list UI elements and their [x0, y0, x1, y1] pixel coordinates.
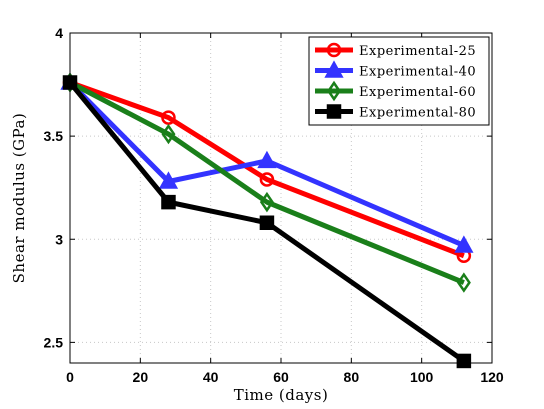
- legend-marker-diamond: [326, 80, 342, 102]
- series-line: [68, 80, 466, 363]
- x-tick-label: 100: [410, 369, 434, 385]
- series-line: [68, 80, 465, 285]
- data-point-diamond: [456, 272, 471, 293]
- data-point-square: [456, 353, 472, 369]
- x-tick-label: 20: [133, 369, 149, 385]
- y-tick-label: 2.5: [44, 334, 64, 350]
- y-axis-label: Shear modulus (GPa): [10, 113, 28, 284]
- legend-item: Experimental-60: [315, 80, 476, 102]
- data-point-triangle: [158, 171, 179, 189]
- ticks: 0 20 40 60 80 100 120 2.5 3 3.5 4: [44, 25, 504, 385]
- series-line: [69, 80, 465, 259]
- legend-item: Experimental-80: [315, 104, 476, 121]
- legend-marker-circle: [326, 42, 342, 58]
- y-tick-label: 3.5: [44, 128, 64, 144]
- legend-marker-triangle: [324, 60, 344, 78]
- data-point-square: [259, 215, 275, 230]
- data-point-triangle: [257, 150, 277, 169]
- series-line: [68, 80, 465, 248]
- legend-label: Experimental-60: [359, 85, 476, 100]
- data-point-triangle: [454, 235, 474, 253]
- data-point-diamond: [161, 123, 176, 145]
- series-layer: [60, 72, 474, 369]
- legend-marker-square: [326, 104, 342, 119]
- data-point-square: [161, 194, 176, 210]
- legend-item: Experimental-40: [315, 60, 476, 80]
- x-tick-label: 0: [66, 369, 74, 385]
- legend-label: Experimental-25: [359, 44, 476, 59]
- x-axis-label: Time (days): [234, 386, 329, 404]
- x-tick-label: 40: [203, 369, 219, 385]
- data-point-diamond: [259, 191, 274, 213]
- data-point-circle: [161, 110, 176, 125]
- legend: Experimental-25 Experimental-40 Experiment…: [308, 36, 490, 126]
- data-point-circle: [259, 172, 275, 187]
- x-tick-label: 60: [273, 369, 289, 385]
- legend-label: Experimental-80: [359, 106, 476, 121]
- y-tick-label: 3: [55, 231, 63, 247]
- x-tick-label: 120: [480, 369, 504, 385]
- legend-label: Experimental-40: [359, 65, 476, 80]
- legend-item: Experimental-25: [315, 42, 476, 59]
- x-tick-label: 80: [344, 369, 360, 385]
- y-tick-label: 4: [55, 25, 63, 41]
